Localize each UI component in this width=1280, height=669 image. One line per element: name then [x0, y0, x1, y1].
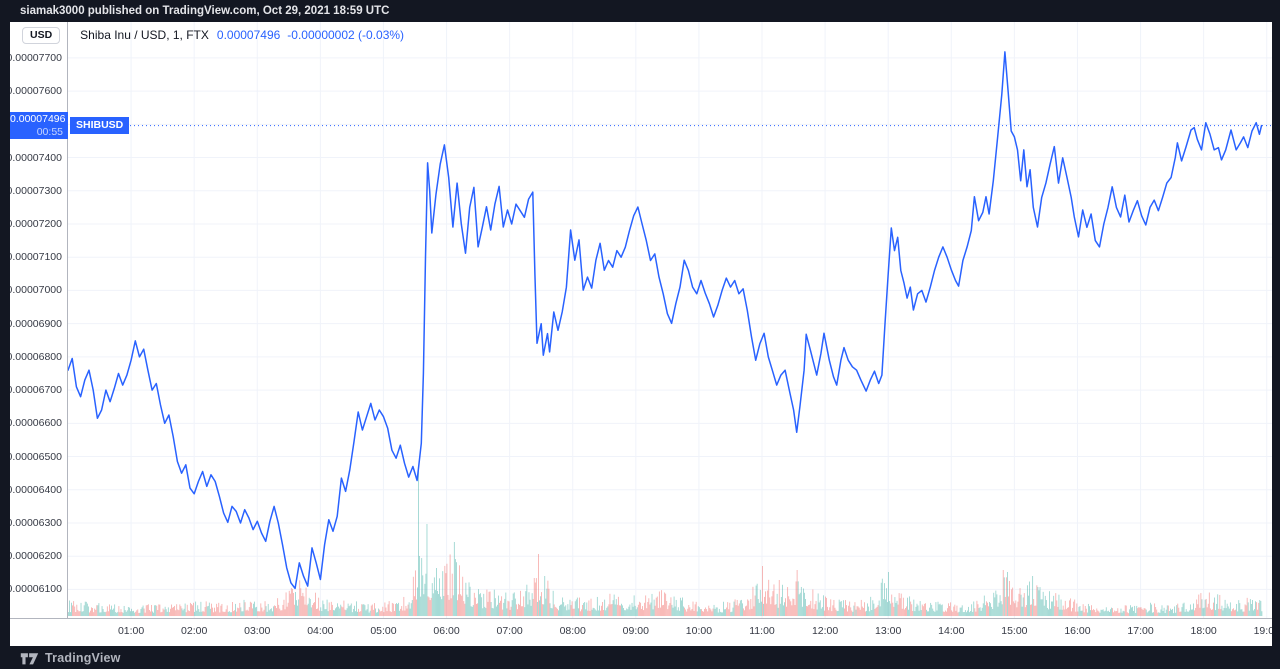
symbol-title[interactable]: Shiba Inu / USD, 1, FTX — [80, 28, 209, 42]
price-axis-label: 0.00007600 — [10, 85, 62, 98]
bar-countdown: 00:55 — [36, 126, 63, 139]
time-axis-label: 14:00 — [938, 625, 965, 637]
time-axis[interactable]: 01:00 02:00 03:00 04:00 05:00 06:00 07:00 08:00… — [10, 618, 1272, 646]
current-price-value: 0.00007496 — [10, 113, 66, 126]
current-price-label: 0.00007496 00:55 — [10, 112, 68, 140]
time-axis-label: 08:00 — [559, 625, 586, 637]
time-axis-label: 12:00 — [811, 625, 839, 637]
time-axis-label: 02:00 — [181, 625, 208, 637]
time-axis-label: 04:00 — [307, 625, 334, 637]
symbol-price-tag: SHIBUSD — [70, 117, 130, 135]
time-axis-label: 19:00 — [1253, 625, 1272, 637]
time-axis-label: 11:00 — [749, 625, 775, 637]
price-axis-label: 0.00006500 — [10, 450, 62, 463]
time-axis-label: 06:00 — [433, 625, 460, 637]
chart-plot-area[interactable]: SHIBUSD — [68, 22, 1272, 618]
price-axis-label: 0.00007400 — [10, 151, 62, 164]
price-axis-label: 0.00006600 — [10, 417, 62, 430]
price-axis-label: 0.00007200 — [10, 217, 62, 230]
quote-last-price: 0.00007496 — [216, 28, 281, 42]
price-axis-label: 0.00007700 — [10, 51, 62, 64]
price-axis-label: 0.00006300 — [10, 516, 62, 529]
price-chart-canvas — [68, 22, 1272, 618]
price-axis-label: 0.00007300 — [10, 184, 62, 197]
tradingview-logo-icon — [20, 652, 39, 664]
symbol-quote: 0.00007496 -0.00000002 (-0.03%) — [217, 28, 404, 42]
price-axis-label: 0.00006900 — [10, 317, 62, 330]
time-axis-label: 15:00 — [1001, 625, 1028, 637]
price-axis-label: 0.00006200 — [10, 550, 62, 563]
price-axis-label: 0.00006700 — [10, 384, 62, 397]
time-axis-label: 05:00 — [370, 625, 397, 637]
footer-bar: TradingView — [0, 646, 1280, 669]
price-axis-label: 0.00006400 — [10, 483, 62, 496]
time-axis-label: 01:00 — [117, 625, 145, 637]
tradingview-logo[interactable]: TradingView — [20, 650, 121, 666]
time-axis-label: 16:00 — [1064, 625, 1091, 637]
price-axis-label: 0.00006800 — [10, 350, 62, 363]
time-axis-label: 10:00 — [685, 625, 713, 637]
quote-change: -0.00000002 (-0.03%) — [287, 28, 405, 42]
time-axis-label: 07:00 — [496, 625, 523, 637]
price-axis-label: 0.00007000 — [10, 284, 62, 297]
price-axis[interactable]: 0.00007496 00:55 0.00007700 0.00007600 0.0… — [10, 22, 68, 618]
publish-banner: siamak3000 published on TradingView.com,… — [0, 0, 1280, 22]
tradingview-logo-text: TradingView — [45, 650, 121, 665]
time-axis-label: 03:00 — [244, 625, 271, 637]
time-axis-label: 17:00 — [1127, 625, 1154, 637]
time-axis-label: 13:00 — [875, 625, 902, 637]
chart-panel: SHIBUSD 0.00007496 00:55 0.00007700 0.000… — [10, 22, 1272, 646]
time-axis-label: 09:00 — [622, 625, 649, 637]
time-axis-label: 18:00 — [1190, 625, 1217, 637]
price-axis-label: 0.00006100 — [10, 583, 62, 596]
chart-legend: USD Shiba Inu / USD, 1, FTX 0.00007496 -0… — [22, 26, 404, 44]
price-axis-label: 0.00007100 — [10, 251, 62, 264]
currency-toggle-button[interactable]: USD — [22, 26, 61, 44]
